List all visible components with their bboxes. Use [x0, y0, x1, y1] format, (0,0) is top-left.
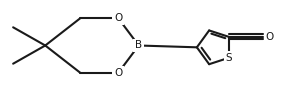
Text: O: O [114, 68, 122, 78]
Text: B: B [135, 40, 142, 51]
Text: S: S [226, 53, 232, 63]
Text: O: O [114, 13, 122, 23]
Text: O: O [266, 32, 274, 42]
